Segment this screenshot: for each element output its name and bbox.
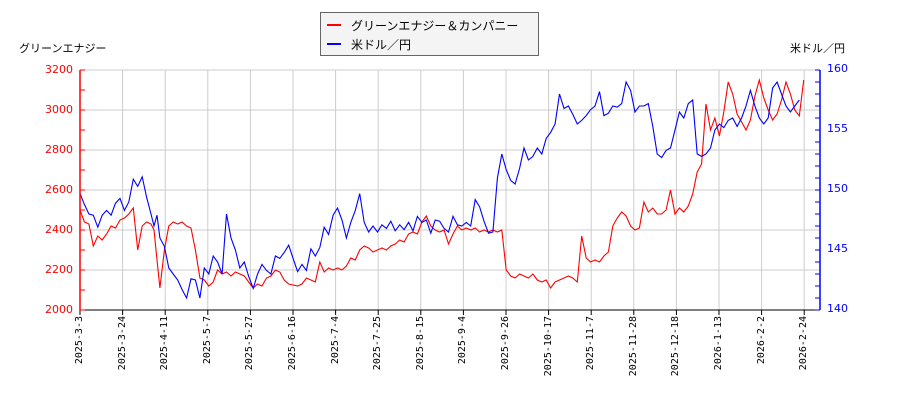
left-tick-label: 2200 xyxy=(45,263,73,276)
legend-item-usdjpy: 米ドル／円 xyxy=(327,35,411,53)
right-axis-title: 米ドル／円 xyxy=(790,42,845,55)
right-tick-label: 145 xyxy=(827,242,848,255)
x-tick-label: 2025-5-27 xyxy=(244,316,256,371)
grid-lines xyxy=(80,69,820,311)
right-tick-label: 160 xyxy=(827,62,848,75)
x-tick-label: 2026-2-24 xyxy=(798,316,810,371)
x-tick-label: 2025-7-25 xyxy=(372,316,384,371)
axes xyxy=(79,69,821,315)
left-tick-label: 3200 xyxy=(45,63,73,76)
left-tick-label: 2800 xyxy=(45,143,73,156)
x-tick-label: 2025-11-28 xyxy=(627,316,639,377)
right-tick-label: 150 xyxy=(827,182,848,195)
x-tick-label: 2025-3-3 xyxy=(74,316,85,365)
x-tick-label: 2025-11-7 xyxy=(585,316,597,371)
x-tick-label: 2025-9-4 xyxy=(457,316,469,365)
series-line-usdjpy xyxy=(79,80,800,300)
left-tick-label: 2600 xyxy=(45,183,73,196)
legend-swatch-blue xyxy=(327,43,341,45)
legend-label: 米ドル／円 xyxy=(351,37,412,52)
legend: グリーンエナジー＆カンパニー 米ドル／円 xyxy=(320,12,539,56)
left-tick-label: 3000 xyxy=(45,103,73,116)
x-tick-label: 2025-8-15 xyxy=(414,316,426,371)
left-axis-title: グリーンエナジー xyxy=(19,42,107,55)
series-line-green-energy xyxy=(79,77,805,290)
x-tick-label: 2025-12-18 xyxy=(670,316,682,377)
legend-item-green-energy: グリーンエナジー＆カンパニー xyxy=(327,16,518,34)
x-tick-label: 2025-3-24 xyxy=(116,316,128,371)
x-tick-label: 2026-2-2 xyxy=(755,316,767,365)
x-tick-label: 2026-1-13 xyxy=(713,316,724,371)
legend-swatch-red xyxy=(327,24,341,26)
legend-label: グリーンエナジー＆カンパニー xyxy=(351,18,519,33)
series-layer xyxy=(79,77,805,300)
x-tick-label: 2025-10-17 xyxy=(542,316,554,377)
left-tick-label: 2000 xyxy=(45,303,73,316)
x-tick-label: 2025-4-11 xyxy=(159,316,171,371)
right-tick-label: 140 xyxy=(827,302,848,315)
x-tick-label: 2025-6-16 xyxy=(287,316,298,371)
left-tick-label: 2400 xyxy=(45,223,73,236)
right-tick-label: 155 xyxy=(827,122,848,135)
x-tick-label: 2025-5-7 xyxy=(201,316,213,365)
x-tick-label: 2025-9-26 xyxy=(500,316,511,371)
x-tick-label: 2025-7-4 xyxy=(329,316,341,365)
